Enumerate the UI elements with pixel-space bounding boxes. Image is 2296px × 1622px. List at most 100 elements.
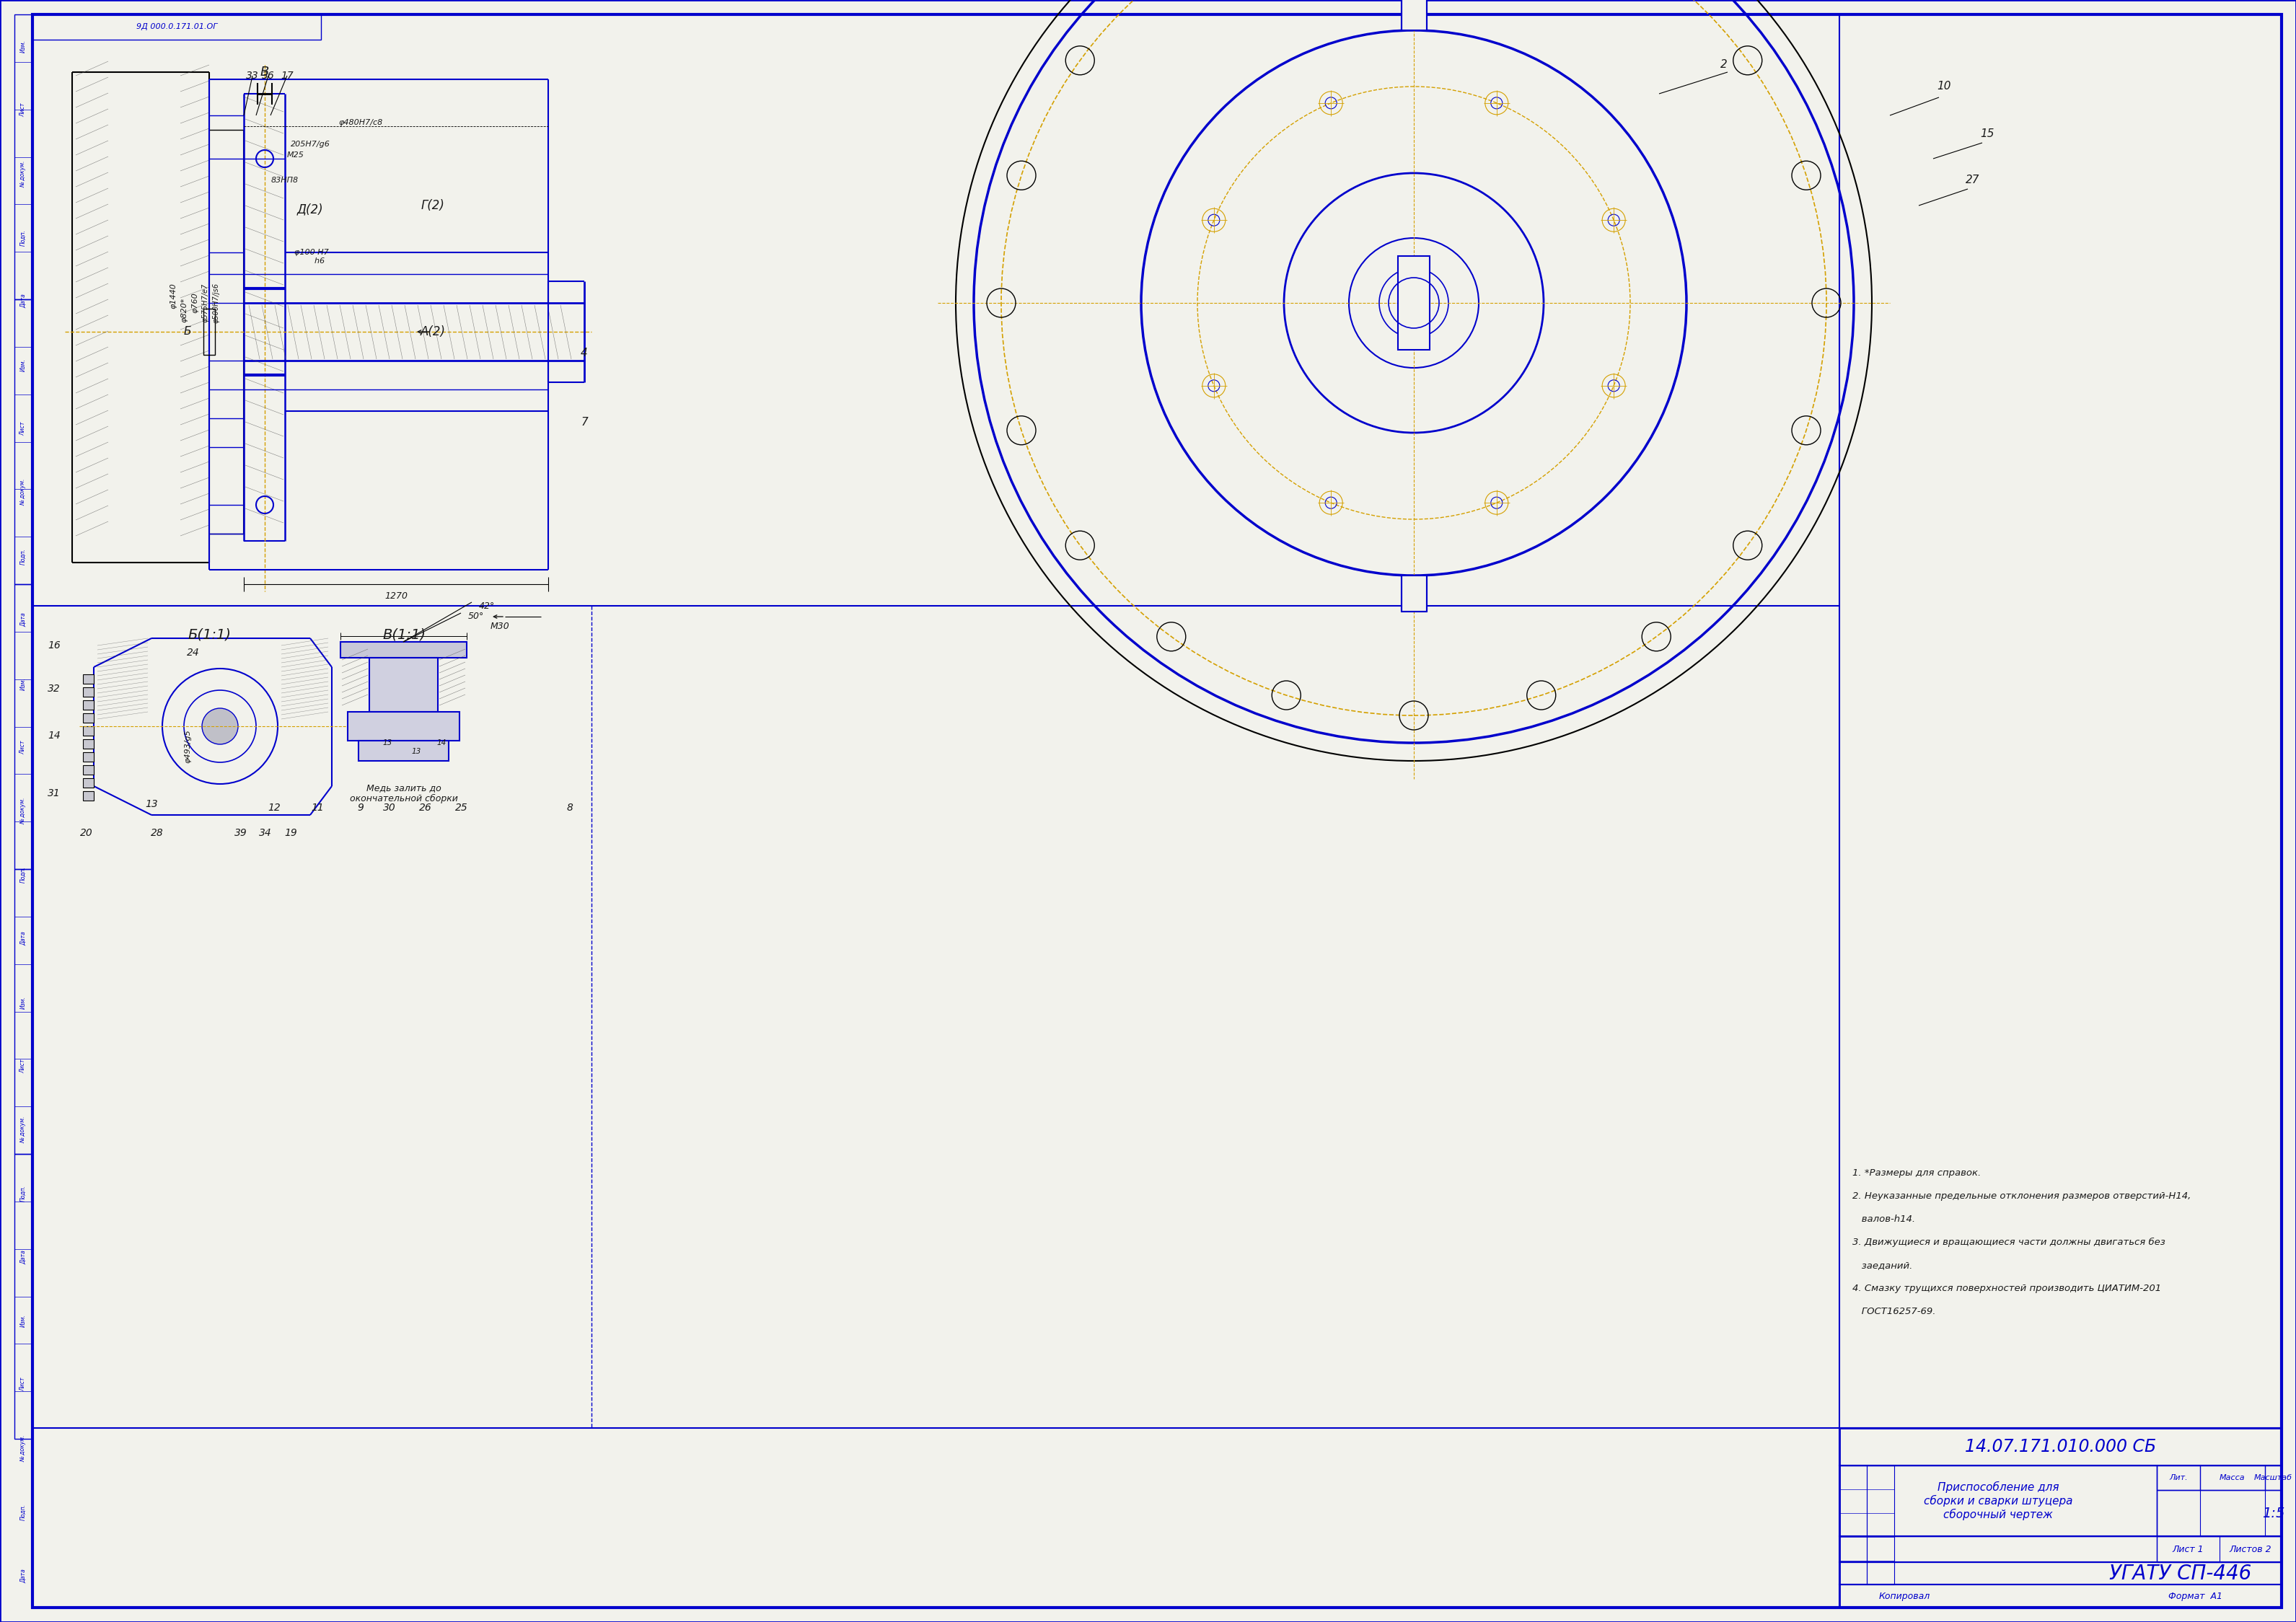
Text: Лист: Лист: [21, 102, 25, 117]
Bar: [1839, 1562, 2282, 1585]
Text: Дата: Дата: [21, 1251, 25, 1264]
Text: 25: 25: [455, 803, 468, 813]
Bar: [14, 300, 32, 584]
Bar: [340, 642, 466, 659]
Text: 13: 13: [411, 748, 420, 756]
Text: Изм.: Изм.: [21, 996, 25, 1009]
Text: Лист: Лист: [21, 422, 25, 436]
Text: 32: 32: [48, 684, 60, 694]
Text: А(2): А(2): [420, 326, 445, 339]
Text: Масса: Масса: [2220, 1474, 2245, 1481]
Bar: [83, 714, 94, 723]
Text: Г(2): Г(2): [420, 200, 445, 212]
Text: Д(2): Д(2): [296, 203, 324, 216]
Bar: [2156, 1536, 2282, 1562]
Text: 30: 30: [383, 803, 395, 813]
Text: φ575Н7/е7: φ575Н7/е7: [202, 284, 209, 323]
Text: 17: 17: [280, 71, 294, 81]
Text: φ760: φ760: [191, 292, 197, 313]
Text: 14: 14: [436, 740, 445, 746]
Text: 3. Движущиеся и вращающиеся части должны двигаться без: 3. Движущиеся и вращающиеся части должны…: [1853, 1238, 2165, 1247]
Text: 20: 20: [80, 827, 92, 839]
Text: φ500Н7/js6: φ500Н7/js6: [214, 282, 220, 323]
Bar: [83, 792, 94, 801]
Text: Подп.: Подп.: [21, 1186, 25, 1202]
Text: Подп.: Подп.: [21, 866, 25, 882]
Text: Изм.: Изм.: [21, 1314, 25, 1327]
Bar: [14, 1153, 32, 1439]
Text: 14: 14: [48, 730, 60, 741]
Text: 42°: 42°: [480, 602, 496, 610]
Bar: [83, 727, 94, 736]
Text: 83НП8: 83НП8: [271, 177, 298, 183]
Text: Дата: Дата: [21, 613, 25, 628]
Text: 13: 13: [383, 740, 393, 746]
Text: 8: 8: [567, 803, 574, 813]
Text: Листов 2: Листов 2: [2229, 1544, 2271, 1554]
Text: h6: h6: [298, 258, 324, 264]
Bar: [83, 740, 94, 749]
Text: Б(1:1): Б(1:1): [188, 628, 232, 642]
Text: Подп.: Подп.: [21, 548, 25, 564]
Text: 31: 31: [48, 788, 60, 798]
Text: 2. Неуказанные предельные отклонения размеров отверстий-Н14,: 2. Неуказанные предельные отклонения раз…: [1853, 1192, 2190, 1200]
Bar: [358, 741, 448, 761]
Text: № докум.: № докум.: [21, 1435, 25, 1461]
Text: 205Н7/g6: 205Н7/g6: [289, 141, 331, 148]
Text: Изм.: Изм.: [21, 676, 25, 689]
Text: Б: Б: [184, 326, 191, 337]
Text: 2: 2: [1720, 60, 1727, 70]
Text: Лист 1: Лист 1: [2172, 1544, 2204, 1554]
Bar: [1401, 576, 1426, 611]
Bar: [83, 688, 94, 697]
Bar: [14, 15, 32, 300]
Bar: [32, 15, 321, 39]
Text: Изм.: Изм.: [21, 41, 25, 54]
Text: Дата: Дата: [21, 931, 25, 946]
Text: Медь залить до
окончательной сборки: Медь залить до окончательной сборки: [349, 783, 457, 803]
Text: 15: 15: [1979, 128, 1995, 139]
Text: 1. *Размеры для справок.: 1. *Размеры для справок.: [1853, 1168, 1981, 1178]
Bar: [1839, 1585, 2282, 1607]
Text: Подп.: Подп.: [21, 229, 25, 247]
Text: В: В: [259, 65, 269, 78]
Text: 19: 19: [285, 827, 296, 839]
Text: 13: 13: [145, 800, 158, 809]
Text: 28: 28: [152, 827, 163, 839]
Text: 10: 10: [1938, 81, 1952, 92]
Text: 26: 26: [420, 803, 432, 813]
Text: Приспособление для
сборки и сварки штуцера
сборочный чертеж: Приспособление для сборки и сварки штуце…: [1924, 1481, 2073, 1520]
Bar: [1401, 0, 1426, 31]
Text: 36: 36: [262, 71, 276, 81]
Bar: [1839, 1427, 2282, 1466]
Text: φ100 Н7: φ100 Н7: [294, 248, 328, 256]
Text: № докум.: № докум.: [21, 798, 25, 824]
Bar: [347, 712, 459, 741]
Text: φ480Н7/с8: φ480Н7/с8: [338, 118, 383, 127]
Text: 50°: 50°: [468, 611, 484, 621]
Text: Подп.: Подп.: [21, 1504, 25, 1520]
Text: Лист: Лист: [21, 1059, 25, 1072]
Text: 16: 16: [48, 641, 60, 650]
Bar: [1839, 1536, 2156, 1562]
Text: Масштаб: Масштаб: [2255, 1474, 2291, 1481]
Text: 9Д 000.0.171.01.ОГ: 9Д 000.0.171.01.ОГ: [135, 23, 218, 31]
Text: 12: 12: [269, 803, 280, 813]
Text: УГАТУ СП-446: УГАТУ СП-446: [2110, 1564, 2252, 1583]
Text: 34: 34: [259, 827, 271, 839]
Text: В(1:1): В(1:1): [383, 628, 425, 642]
Bar: [83, 779, 94, 788]
Bar: [1839, 1427, 2282, 1607]
Text: φ1440: φ1440: [170, 282, 177, 308]
Text: Лист: Лист: [21, 740, 25, 754]
Text: Изм.: Изм.: [21, 358, 25, 371]
Bar: [1839, 1466, 2156, 1536]
Text: M30: M30: [491, 621, 510, 631]
Text: заеданий.: заеданий.: [1853, 1260, 1913, 1270]
Text: Формат  А1: Формат А1: [2167, 1591, 2223, 1601]
Bar: [1839, 1466, 1867, 1585]
Text: Дата: Дата: [21, 294, 25, 308]
Text: 4: 4: [581, 349, 588, 358]
Circle shape: [202, 709, 239, 744]
Text: φ820*: φ820*: [181, 298, 188, 323]
